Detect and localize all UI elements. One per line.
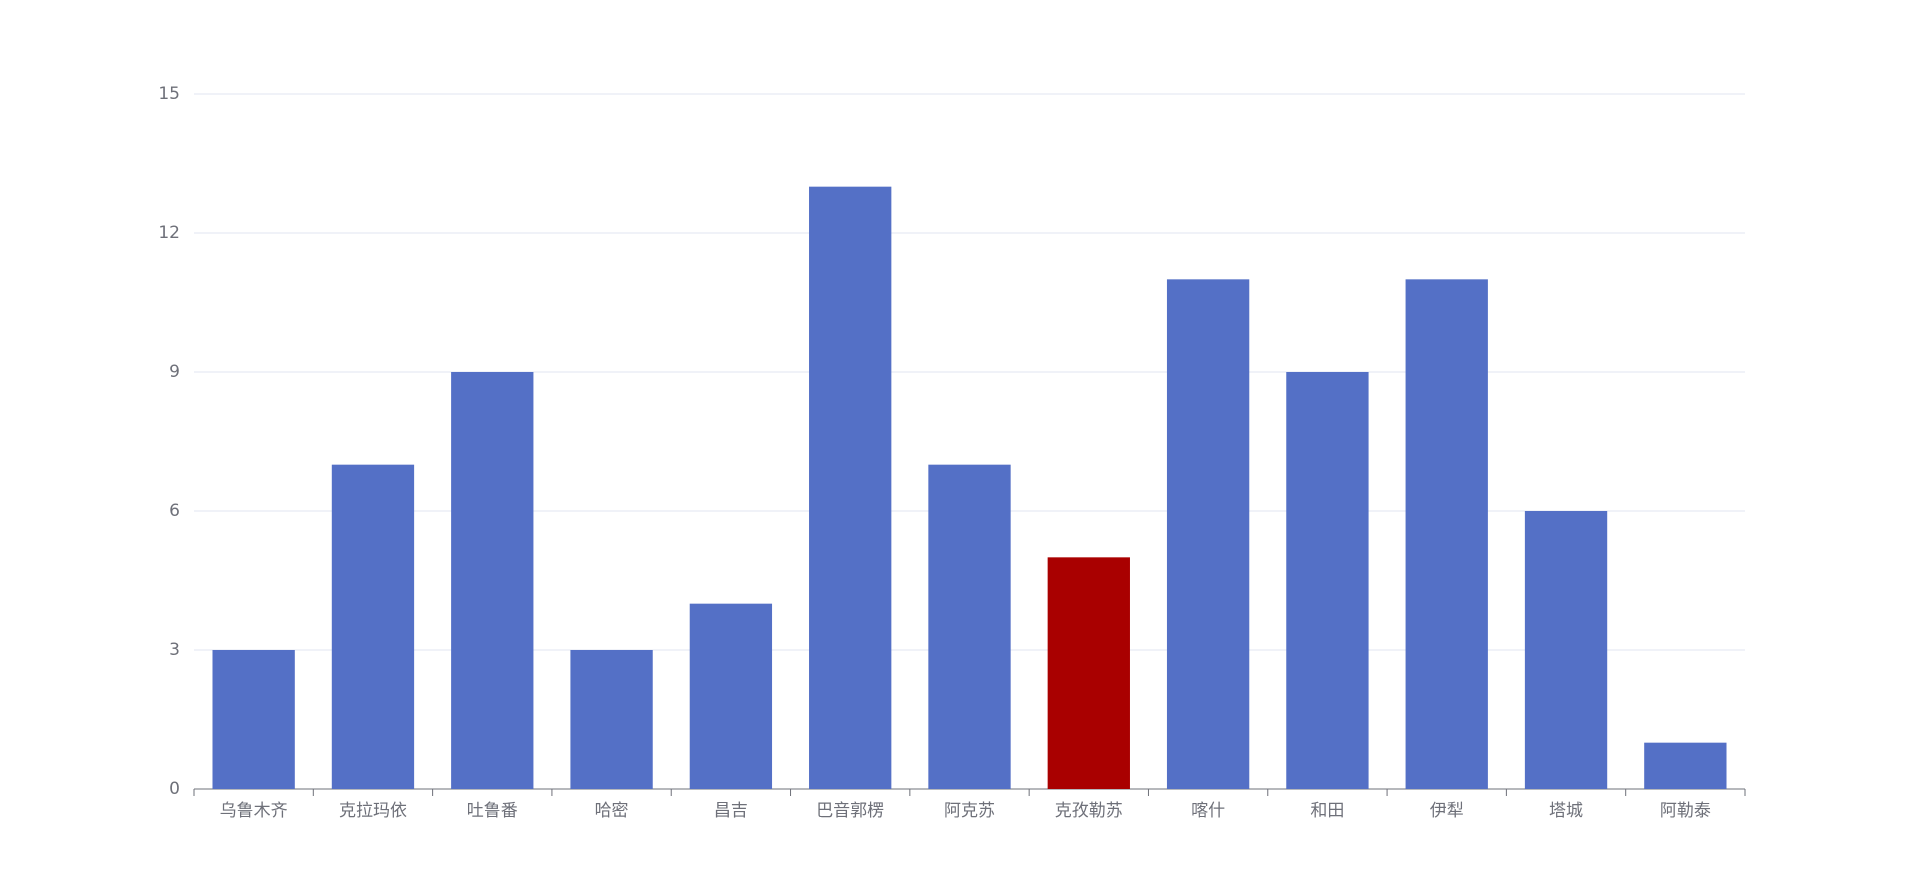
y-tick-label: 9 bbox=[169, 362, 180, 382]
y-tick-label: 0 bbox=[169, 779, 180, 799]
bar bbox=[928, 464, 1011, 789]
bar bbox=[212, 650, 295, 789]
x-tick-label: 昌吉 bbox=[714, 801, 748, 821]
x-tick-label: 和田 bbox=[1310, 801, 1344, 821]
y-tick-label: 15 bbox=[158, 84, 180, 104]
x-tick-label: 克拉玛依 bbox=[339, 801, 407, 821]
x-tick-label: 伊犁 bbox=[1430, 801, 1464, 821]
x-tick-label: 塔城 bbox=[1549, 801, 1583, 821]
bar bbox=[1286, 372, 1369, 789]
bar bbox=[1405, 279, 1488, 789]
bar bbox=[451, 372, 534, 789]
x-tick-label: 乌鲁木齐 bbox=[220, 801, 288, 821]
x-tick-label: 哈密 bbox=[595, 801, 629, 821]
x-tick-label: 喀什 bbox=[1191, 801, 1225, 821]
bar bbox=[1524, 511, 1608, 789]
bar bbox=[1166, 279, 1250, 789]
bar bbox=[1047, 557, 1130, 789]
bar bbox=[689, 603, 773, 789]
x-tick-label: 克孜勒苏 bbox=[1055, 801, 1123, 821]
x-tick-label: 巴音郭楞 bbox=[816, 801, 884, 821]
y-tick-label: 6 bbox=[169, 501, 180, 521]
x-tick-label: 阿克苏 bbox=[944, 801, 995, 821]
bar bbox=[809, 186, 892, 789]
bar bbox=[1644, 742, 1727, 789]
x-tick-label: 吐鲁番 bbox=[467, 801, 518, 821]
bar bbox=[331, 464, 415, 789]
bar bbox=[570, 650, 653, 789]
y-tick-label: 12 bbox=[158, 223, 180, 243]
y-tick-label: 3 bbox=[169, 640, 180, 660]
x-tick-label: 阿勒泰 bbox=[1660, 801, 1711, 821]
